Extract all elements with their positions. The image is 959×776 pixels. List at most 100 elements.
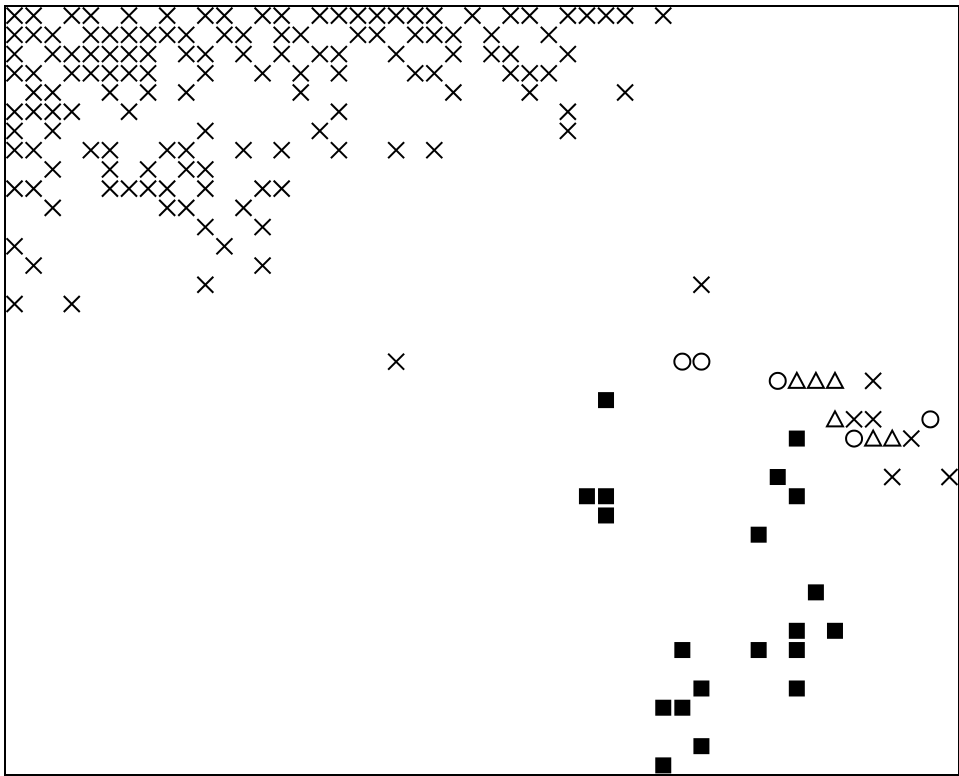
square-point <box>598 507 615 524</box>
cross-point <box>101 45 119 63</box>
cross-point <box>177 160 195 179</box>
cross-point <box>272 26 291 44</box>
cross-point <box>444 83 463 102</box>
cross-point <box>120 179 138 198</box>
cross-point <box>425 64 444 82</box>
cross-point <box>520 64 539 82</box>
cross-point <box>559 122 577 140</box>
cross-point <box>559 45 577 63</box>
cross-point <box>120 26 138 44</box>
cross-point <box>101 83 119 102</box>
cross-point <box>349 26 367 44</box>
cross-point <box>196 179 215 198</box>
cross-point <box>5 64 24 82</box>
cross-point <box>177 83 195 102</box>
cross-point <box>196 45 215 63</box>
cross-point <box>540 26 558 44</box>
cross-point <box>24 26 43 44</box>
cross-point <box>43 26 62 44</box>
cross-point <box>196 160 215 179</box>
cross-point <box>24 64 43 82</box>
cross-point <box>63 295 81 313</box>
cross-point <box>24 83 43 102</box>
cross-point <box>463 6 482 25</box>
cross-point <box>158 141 176 159</box>
cross-point <box>864 410 882 429</box>
cross-point <box>368 6 386 25</box>
cross-point <box>196 218 215 236</box>
cross-point <box>120 103 138 121</box>
cross-point <box>177 199 195 217</box>
cross-point <box>330 64 348 82</box>
square-point <box>598 392 615 409</box>
cross-point <box>253 179 272 198</box>
cross-point <box>692 276 711 294</box>
cross-point <box>311 45 329 63</box>
cross-point <box>902 429 921 448</box>
cross-point <box>139 179 157 198</box>
cross-point <box>425 6 444 25</box>
square-point <box>598 488 615 505</box>
triangle-point <box>825 370 845 389</box>
cross-point <box>406 6 424 25</box>
cross-point <box>139 64 157 82</box>
cross-point <box>158 6 176 25</box>
cross-point <box>387 352 405 371</box>
cross-point <box>215 6 234 25</box>
cross-point <box>406 64 424 82</box>
cross-point <box>196 6 215 25</box>
cross-point <box>177 26 195 44</box>
cross-point <box>234 45 253 63</box>
cross-point <box>82 26 100 44</box>
cross-point <box>120 45 138 63</box>
triangle-point <box>825 409 845 428</box>
cross-point <box>864 372 882 390</box>
cross-point <box>540 64 558 82</box>
cross-point <box>5 179 24 198</box>
cross-point <box>482 45 501 63</box>
square-point <box>788 642 805 659</box>
square-point <box>750 642 767 659</box>
cross-point <box>234 26 253 44</box>
cross-point <box>387 45 405 63</box>
circle-point <box>768 371 787 390</box>
cross-point <box>158 26 176 44</box>
square-point <box>788 430 805 447</box>
circle-point <box>673 352 692 371</box>
cross-point <box>292 64 310 82</box>
cross-point <box>101 64 119 82</box>
cross-point <box>520 83 539 102</box>
cross-point <box>139 45 157 63</box>
cross-point <box>101 160 119 179</box>
cross-point <box>63 64 81 82</box>
cross-point <box>272 45 291 63</box>
cross-point <box>330 45 348 63</box>
cross-point <box>940 468 959 486</box>
cross-point <box>63 103 81 121</box>
square-point <box>788 680 805 697</box>
cross-point <box>139 26 157 44</box>
cross-point <box>559 103 577 121</box>
cross-point <box>406 26 424 44</box>
cross-point <box>234 141 253 159</box>
square-point <box>769 469 786 486</box>
cross-point <box>5 45 24 63</box>
cross-point <box>82 64 100 82</box>
square-point <box>693 738 710 755</box>
square-point <box>655 699 672 716</box>
cross-point <box>272 179 291 198</box>
cross-point <box>101 141 119 159</box>
cross-point <box>330 103 348 121</box>
cross-point <box>5 141 24 159</box>
cross-point <box>501 45 520 63</box>
square-point <box>826 622 843 639</box>
cross-point <box>5 6 24 25</box>
square-point <box>788 488 805 505</box>
triangle-point <box>787 370 807 389</box>
cross-point <box>883 468 901 486</box>
cross-point <box>82 45 100 63</box>
cross-point <box>196 64 215 82</box>
cross-point <box>101 179 119 198</box>
cross-point <box>43 122 62 140</box>
